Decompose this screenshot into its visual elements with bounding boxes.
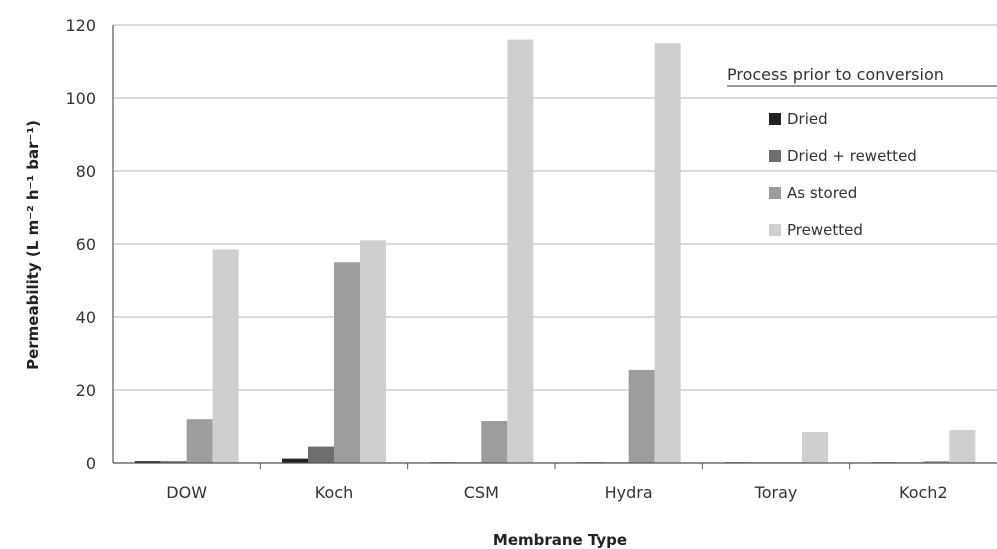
legend: Process prior to conversion Dried Dried +… [727,65,997,239]
legend-label: Prewetted [787,221,863,239]
bar [481,421,508,463]
x-tick-label: Hydra [605,483,653,502]
x-tick-label: Toray [754,483,798,502]
y-tick-label: 60 [76,235,96,254]
bar [308,446,334,463]
legend-title: Process prior to conversion [727,65,944,84]
bar [949,430,976,463]
x-axis-title: Membrane Type [493,531,627,549]
legend-swatch [769,187,781,199]
legend-swatch [769,150,781,162]
bar [360,240,386,463]
gridlines [113,24,997,391]
y-tick-label: 20 [76,381,96,400]
y-tick-label: 80 [76,162,96,181]
y-tick-label: 0 [86,454,96,473]
x-tick-label: Koch [315,483,353,502]
y-tick-label: 120 [65,16,96,35]
axes [112,25,997,469]
bar [923,461,950,463]
x-tick-label: CSM [464,483,499,502]
x-tick-labels: DOW Koch CSM Hydra Toray Koch2 [166,483,947,502]
bar [334,262,360,463]
bar [628,369,655,463]
legend-swatch [769,224,781,236]
bar [212,249,239,463]
legend-label: Dried + rewetted [787,147,917,165]
y-tick-labels: 0 20 40 60 80 100 120 [65,16,96,473]
bar [282,458,308,463]
legend-label: As stored [787,184,857,202]
x-tick-label: DOW [166,483,207,502]
y-tick-label: 40 [76,308,96,327]
bar [654,43,681,463]
y-tick-label: 100 [65,89,96,108]
y-axis-title: Permeability (L m⁻² h⁻¹ bar⁻¹) [24,120,42,370]
bar [134,461,161,463]
x-tick-label: Koch2 [899,483,948,502]
bar [186,419,213,463]
bar [507,39,534,463]
bar [160,461,187,463]
legend-swatch [769,113,781,125]
legend-label: Dried [787,110,828,128]
bar [802,431,828,463]
bars [134,39,976,463]
